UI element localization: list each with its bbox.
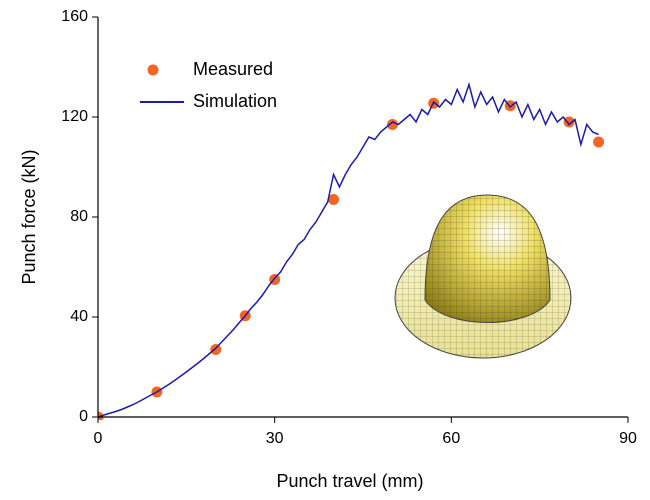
legend-label: Simulation <box>193 91 277 111</box>
x-tick-label: 30 <box>266 430 284 447</box>
inset-image <box>395 195 571 358</box>
y-tick-label: 120 <box>61 108 88 125</box>
y-axis-label: Punch force (kN) <box>19 149 39 284</box>
x-tick-label: 60 <box>442 430 460 447</box>
chart: Punch travel (mm) Punch force (kN) 0 30 60… <box>0 0 650 495</box>
y-tick-label: 40 <box>70 308 88 325</box>
y-tick-label: 160 <box>61 8 88 25</box>
measured-point <box>593 137 604 148</box>
y-tick-label: 80 <box>70 208 88 225</box>
legend-marker <box>148 65 159 76</box>
y-tick-label: 0 <box>79 408 88 425</box>
x-axis-label: Punch travel (mm) <box>276 471 423 491</box>
measured-point <box>210 344 221 355</box>
x-tick-label: 0 <box>94 430 103 447</box>
legend-label: Measured <box>193 59 273 79</box>
x-tick-label: 90 <box>619 430 637 447</box>
